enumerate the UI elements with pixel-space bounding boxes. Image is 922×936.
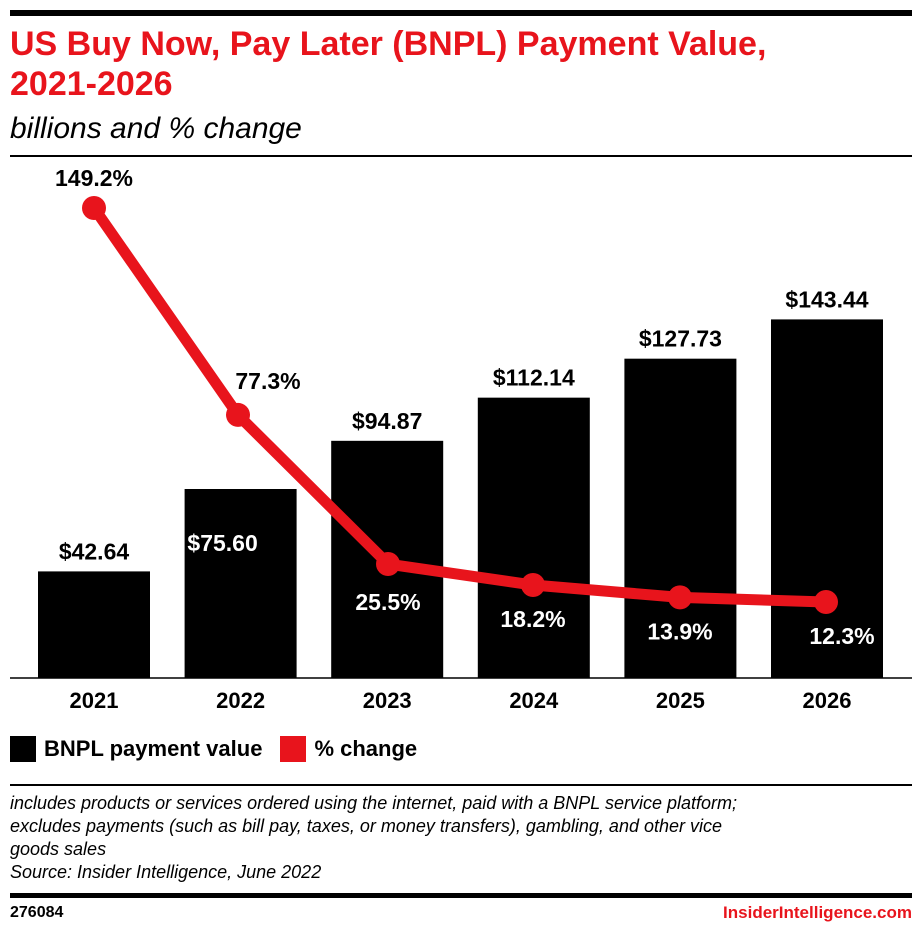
chart-title: US Buy Now, Pay Later (BNPL) Payment Val… bbox=[10, 24, 910, 104]
legend-line-label: % change bbox=[314, 736, 418, 761]
x-tick-label-2025: 2025 bbox=[656, 688, 705, 713]
bar-value-label-2026: $143.44 bbox=[785, 286, 868, 312]
note-line-2: excludes payments (such as bill pay, tax… bbox=[10, 816, 723, 836]
chart-subtitle: billions and % change bbox=[10, 112, 302, 145]
pct-change-label-2021: 149.2% bbox=[55, 165, 133, 191]
bar-value-label-2022: $75.60 bbox=[187, 530, 257, 556]
pct-change-point-2025 bbox=[668, 585, 692, 610]
bar-value-label-2023: $94.87 bbox=[352, 408, 422, 434]
note-line-3: goods sales bbox=[10, 839, 107, 859]
bar-2026 bbox=[771, 319, 883, 678]
legend-bar-swatch bbox=[10, 736, 36, 762]
bar-value-label-2021: $42.64 bbox=[59, 538, 130, 564]
chart-title-line-1: US Buy Now, Pay Later (BNPL) Payment Val… bbox=[10, 25, 767, 63]
chart-title-line-2: 2021-2026 bbox=[10, 65, 173, 103]
top-rule bbox=[10, 10, 912, 16]
pct-change-label-2023: 25.5% bbox=[355, 589, 420, 615]
subtitle-divider bbox=[10, 155, 912, 157]
footer-divider bbox=[10, 893, 912, 898]
note-divider bbox=[10, 784, 912, 786]
x-tick-label-2022: 2022 bbox=[216, 688, 265, 713]
legend-line-swatch bbox=[280, 736, 307, 762]
legend: BNPL payment value % change bbox=[10, 734, 435, 764]
pct-change-label-2026: 12.3% bbox=[809, 623, 874, 649]
pct-change-label-2022: 77.3% bbox=[235, 368, 300, 394]
bar-2021 bbox=[38, 571, 150, 678]
chart-note: includes products or services ordered us… bbox=[10, 792, 910, 884]
bar-value-label-2024: $112.14 bbox=[493, 365, 575, 391]
brand-link[interactable]: InsiderIntelligence.com bbox=[723, 903, 912, 922]
note-source: Source: Insider Intelligence, June 2022 bbox=[10, 862, 322, 882]
pct-change-line bbox=[88, 202, 832, 608]
pct-change-label-2024: 18.2% bbox=[500, 606, 565, 632]
pct-change-point-2026 bbox=[814, 590, 838, 614]
bar-2024 bbox=[477, 397, 590, 678]
x-tick-label-2023: 2023 bbox=[363, 688, 412, 713]
pct-change-point-2024 bbox=[521, 573, 545, 598]
x-tick-label-2024: 2024 bbox=[509, 688, 559, 713]
bnpl-chart: $42.64 $75.60 $94.87 $112.14 $127.73 $143.44 2… bbox=[10, 165, 912, 713]
x-tick-label-2021: 2021 bbox=[70, 688, 119, 713]
bar-2025 bbox=[624, 358, 737, 678]
chart-id: 276084 bbox=[10, 904, 64, 921]
bar-value-label-2025: $127.73 bbox=[639, 326, 722, 352]
note-line-1: includes products or services ordered us… bbox=[10, 793, 738, 813]
pct-change-point-2022 bbox=[226, 402, 250, 427]
pct-change-point-2023 bbox=[376, 552, 400, 577]
pct-change-point-2021 bbox=[82, 196, 106, 220]
legend-bar-label: BNPL payment value bbox=[44, 736, 263, 761]
bar-2022 bbox=[184, 489, 297, 678]
pct-change-label-2025: 13.9% bbox=[647, 618, 712, 644]
x-tick-label-2026: 2026 bbox=[803, 688, 852, 713]
